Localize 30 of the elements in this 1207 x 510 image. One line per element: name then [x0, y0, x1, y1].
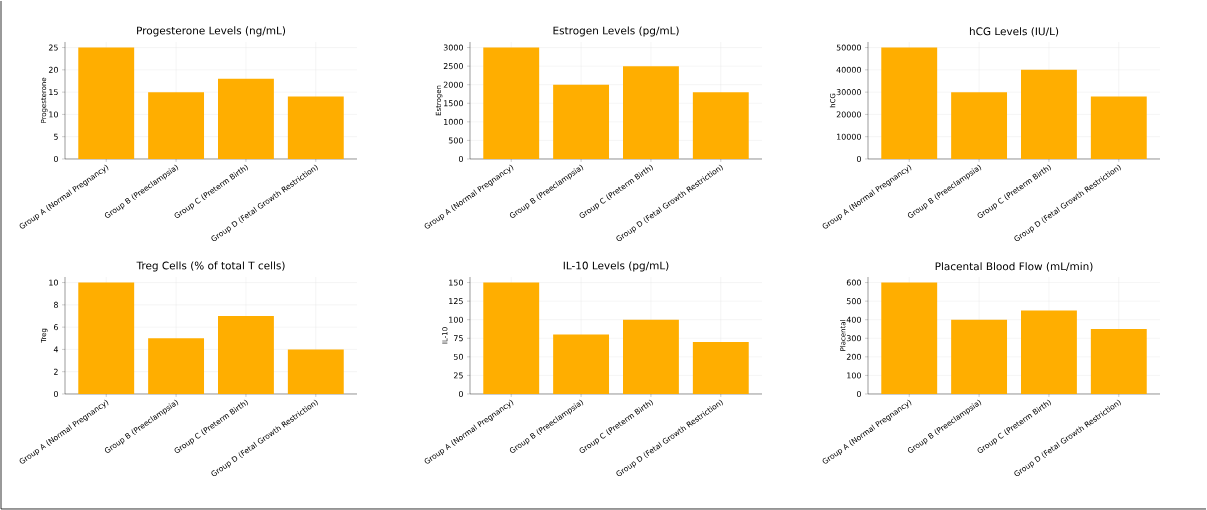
bar	[1021, 69, 1077, 159]
bar	[881, 282, 938, 394]
bar	[692, 92, 749, 159]
chart-title: hCG Levels (IU/L)	[969, 27, 1059, 37]
bar	[78, 47, 135, 159]
bar	[623, 66, 679, 159]
bar	[1021, 310, 1077, 394]
bar	[1090, 328, 1147, 394]
bar	[1090, 96, 1147, 159]
chart-title: IL-10 Levels (pg/mL)	[563, 261, 669, 272]
chart-title: Placental Blood Flow (mL/min)	[935, 262, 1093, 272]
bar	[218, 315, 274, 394]
bar	[692, 341, 749, 394]
bar	[148, 338, 205, 394]
bar	[881, 47, 938, 159]
chart-title: Estrogen Levels (pg/mL)	[553, 26, 679, 37]
bar	[78, 282, 135, 394]
bar	[148, 92, 205, 159]
bar	[553, 334, 610, 394]
bar	[287, 96, 344, 159]
bar	[483, 282, 540, 394]
bar	[553, 84, 610, 159]
bar	[951, 92, 1008, 159]
chart-title: Treg Cells (% of total T cells)	[136, 261, 285, 272]
chart-title: Progesterone Levels (ng/mL)	[137, 26, 286, 37]
bar	[623, 319, 679, 394]
bar	[218, 78, 274, 159]
bar	[483, 47, 540, 159]
bar	[951, 319, 1008, 394]
bar	[287, 349, 344, 394]
